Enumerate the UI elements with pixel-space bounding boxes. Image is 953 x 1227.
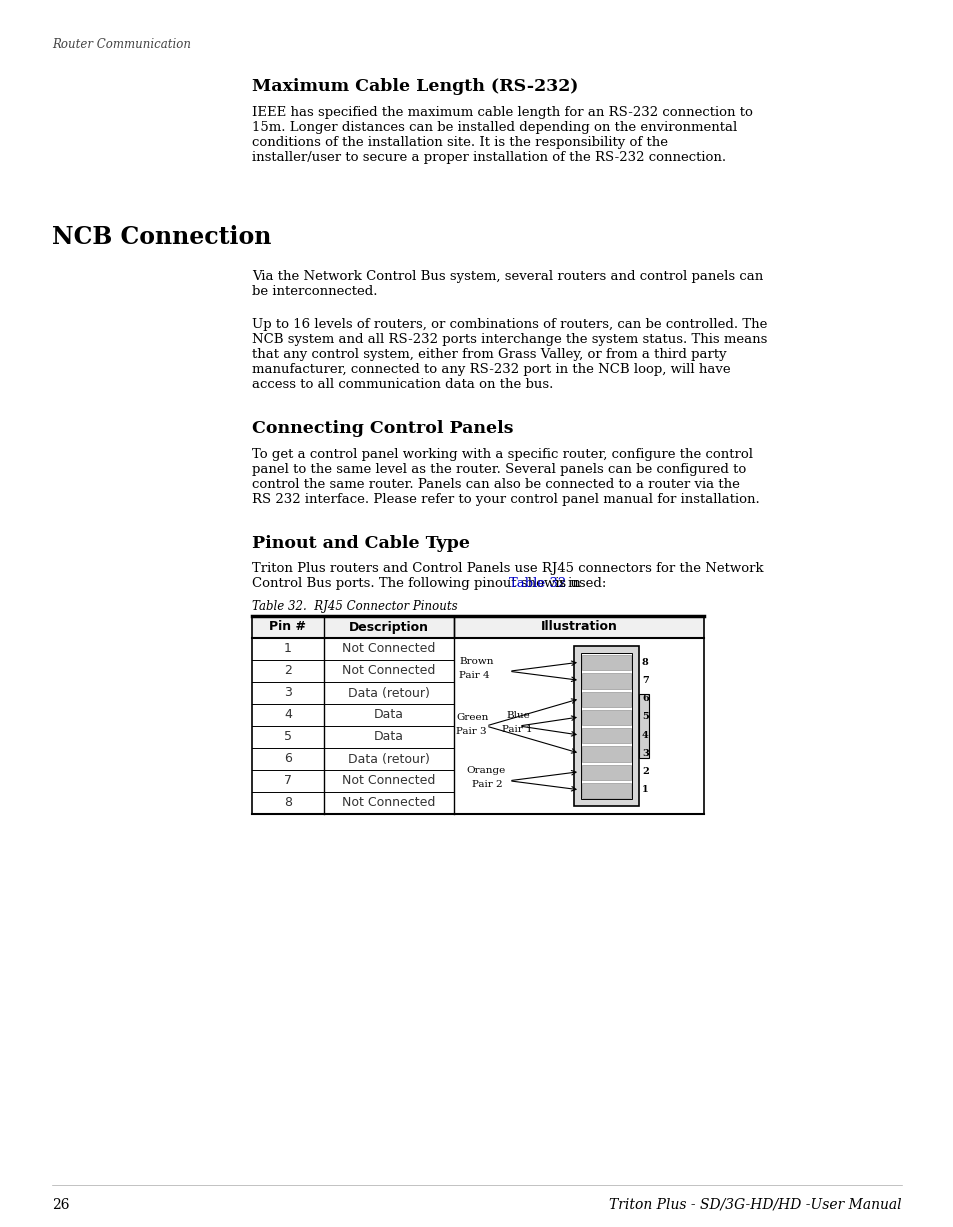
- Text: Via the Network Control Bus system, several routers and control panels can: Via the Network Control Bus system, seve…: [252, 270, 762, 283]
- Bar: [581, 746, 630, 762]
- Text: manufacturer, connected to any RS-232 port in the NCB loop, will have: manufacturer, connected to any RS-232 po…: [252, 363, 730, 375]
- Text: NCB system and all RS-232 ports interchange the system status. This means: NCB system and all RS-232 ports intercha…: [252, 333, 766, 346]
- Text: conditions of the installation site. It is the responsibility of the: conditions of the installation site. It …: [252, 136, 667, 148]
- Text: Brown: Brown: [458, 656, 493, 666]
- Text: Router Communication: Router Communication: [52, 38, 191, 52]
- Bar: [252, 616, 703, 638]
- Text: 8: 8: [284, 796, 292, 810]
- Text: Pinout and Cable Type: Pinout and Cable Type: [252, 535, 470, 552]
- Text: Not Connected: Not Connected: [342, 665, 436, 677]
- Text: 1: 1: [284, 643, 292, 655]
- Text: Triton Plus routers and Control Panels use RJ45 connectors for the Network: Triton Plus routers and Control Panels u…: [252, 562, 762, 575]
- Text: 4: 4: [641, 730, 648, 740]
- Bar: [639, 694, 648, 758]
- Text: Triton Plus - SD/3G-HD/HD -User Manual: Triton Plus - SD/3G-HD/HD -User Manual: [609, 1198, 901, 1212]
- Text: panel to the same level as the router. Several panels can be configured to: panel to the same level as the router. S…: [252, 463, 745, 476]
- Text: Illustration: Illustration: [540, 621, 617, 633]
- Text: Data: Data: [374, 708, 403, 721]
- Text: control the same router. Panels can also be connected to a router via the: control the same router. Panels can also…: [252, 479, 740, 491]
- Text: Not Connected: Not Connected: [342, 796, 436, 810]
- Text: Pair 2: Pair 2: [472, 780, 502, 789]
- Text: Data: Data: [374, 730, 403, 744]
- Text: To get a control panel working with a specific router, configure the control: To get a control panel working with a sp…: [252, 448, 752, 461]
- Text: Pin #: Pin #: [269, 621, 306, 633]
- Text: Description: Description: [349, 621, 429, 633]
- Text: is used:: is used:: [551, 577, 606, 590]
- Text: 7: 7: [641, 676, 648, 685]
- Text: 6: 6: [284, 752, 292, 766]
- Text: 3: 3: [641, 748, 648, 758]
- Text: RS 232 interface. Please refer to your control panel manual for installation.: RS 232 interface. Please refer to your c…: [252, 493, 759, 506]
- Text: Connecting Control Panels: Connecting Control Panels: [252, 420, 513, 437]
- Text: 2: 2: [641, 767, 648, 777]
- Bar: [581, 728, 630, 744]
- Bar: [581, 783, 630, 798]
- Bar: [581, 692, 630, 707]
- Text: Pair 4: Pair 4: [458, 671, 489, 680]
- Text: Green: Green: [456, 713, 488, 723]
- Text: 3: 3: [284, 686, 292, 699]
- Text: Not Connected: Not Connected: [342, 643, 436, 655]
- Text: Maximum Cable Length (RS-232): Maximum Cable Length (RS-232): [252, 79, 578, 94]
- Text: be interconnected.: be interconnected.: [252, 285, 377, 298]
- Text: 2: 2: [284, 665, 292, 677]
- Text: that any control system, either from Grass Valley, or from a third party: that any control system, either from Gra…: [252, 348, 726, 361]
- Text: 26: 26: [52, 1198, 70, 1212]
- Text: Data (retour): Data (retour): [348, 686, 430, 699]
- Text: NCB Connection: NCB Connection: [52, 225, 271, 249]
- Text: 7: 7: [284, 774, 292, 788]
- Text: 1: 1: [641, 785, 648, 794]
- Text: Table 32.  RJ45 Connector Pinouts: Table 32. RJ45 Connector Pinouts: [252, 600, 457, 614]
- Text: access to all communication data on the bus.: access to all communication data on the …: [252, 378, 553, 391]
- Text: 5: 5: [284, 730, 292, 744]
- Text: Data (retour): Data (retour): [348, 752, 430, 766]
- Bar: [580, 653, 631, 799]
- Text: Pair 1: Pair 1: [501, 725, 532, 735]
- Bar: [581, 655, 630, 670]
- Text: 15m. Longer distances can be installed depending on the environmental: 15m. Longer distances can be installed d…: [252, 121, 737, 134]
- Text: Blue: Blue: [505, 712, 529, 720]
- Bar: [574, 645, 639, 806]
- Text: Pair 3: Pair 3: [456, 728, 486, 736]
- Text: 5: 5: [641, 713, 648, 721]
- Bar: [581, 764, 630, 779]
- Text: installer/user to secure a proper installation of the RS-232 connection.: installer/user to secure a proper instal…: [252, 151, 725, 164]
- Text: IEEE has specified the maximum cable length for an RS-232 connection to: IEEE has specified the maximum cable len…: [252, 106, 752, 119]
- Bar: [581, 674, 630, 688]
- Text: 6: 6: [641, 694, 648, 703]
- Text: Up to 16 levels of routers, or combinations of routers, can be controlled. The: Up to 16 levels of routers, or combinati…: [252, 318, 766, 331]
- Text: 4: 4: [284, 708, 292, 721]
- Text: Orange: Orange: [465, 766, 505, 775]
- Text: Table 32: Table 32: [509, 577, 566, 590]
- Text: Not Connected: Not Connected: [342, 774, 436, 788]
- Text: 8: 8: [641, 658, 648, 666]
- Bar: [581, 709, 630, 725]
- Text: Control Bus ports. The following pinout shown in: Control Bus ports. The following pinout …: [252, 577, 584, 590]
